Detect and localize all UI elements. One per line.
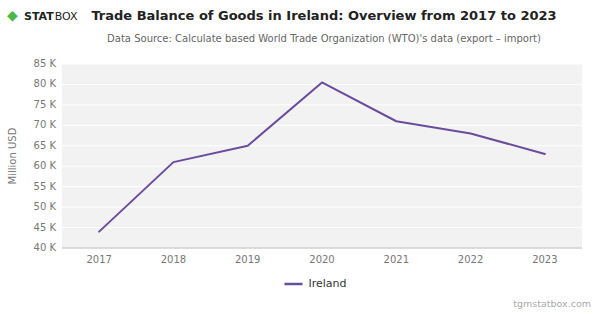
y-tick-label: 85 K xyxy=(34,58,57,69)
grid-line xyxy=(62,125,582,126)
y-grid xyxy=(62,64,582,248)
series-line xyxy=(99,82,545,231)
logo-text: BOX xyxy=(55,10,78,23)
legend: Ireland xyxy=(285,277,347,290)
logo-symbol: ◆ xyxy=(7,7,18,23)
x-tick-label: 2017 xyxy=(86,254,111,265)
title: Trade Balance of Goods in Ireland: Overv… xyxy=(91,8,556,23)
y-tick-label: 45 K xyxy=(34,222,57,233)
grid-line xyxy=(62,227,582,228)
series-group xyxy=(99,82,545,231)
y-axis-label: Million USD xyxy=(7,127,18,184)
chart: 40 K 45 K 50 K 55 K 60 K 65 K 70 K 75 K 80 K 85 K… xyxy=(0,0,600,314)
x-tick-label: 2021 xyxy=(384,254,409,265)
subtitle: Data Source: Calculate based World Trade… xyxy=(107,33,541,44)
y-tick-label: 60 K xyxy=(34,160,57,171)
watermark: tgmstatbox.com xyxy=(513,298,591,309)
grid-line xyxy=(62,248,582,249)
x-tick-label: 2022 xyxy=(458,254,483,265)
y-tick-label: 80 K xyxy=(34,78,57,89)
grid-line xyxy=(62,84,582,85)
grid-line xyxy=(62,166,582,167)
logo-text-bold: STAT xyxy=(24,10,54,23)
x-tick-label: 2020 xyxy=(309,254,334,265)
plot-background xyxy=(62,64,582,248)
y-ticks: 40 K 45 K 50 K 55 K 60 K 65 K 70 K 75 K 80 K 85 K xyxy=(34,58,57,253)
x-tick-label: 2018 xyxy=(161,254,186,265)
y-tick-label: 65 K xyxy=(34,140,57,151)
legend-label: Ireland xyxy=(309,277,347,290)
x-ticks: 2017 2018 2019 2020 2021 2022 2023 xyxy=(86,254,557,265)
grid-line xyxy=(62,104,582,105)
legend-swatch xyxy=(285,283,303,286)
y-tick-label: 55 K xyxy=(34,181,57,192)
y-tick-label: 75 K xyxy=(34,99,57,110)
grid-line xyxy=(62,145,582,146)
grid-line xyxy=(62,186,582,187)
x-axis-line xyxy=(62,248,582,249)
grid-line xyxy=(62,207,582,208)
grid-line xyxy=(62,64,582,65)
x-tick-label: 2023 xyxy=(532,254,557,265)
y-tick-label: 40 K xyxy=(34,242,57,253)
y-tick-label: 70 K xyxy=(34,119,57,130)
logo: ◆ STATBOX xyxy=(7,7,78,23)
y-tick-label: 50 K xyxy=(34,201,57,212)
x-tick-label: 2019 xyxy=(235,254,260,265)
